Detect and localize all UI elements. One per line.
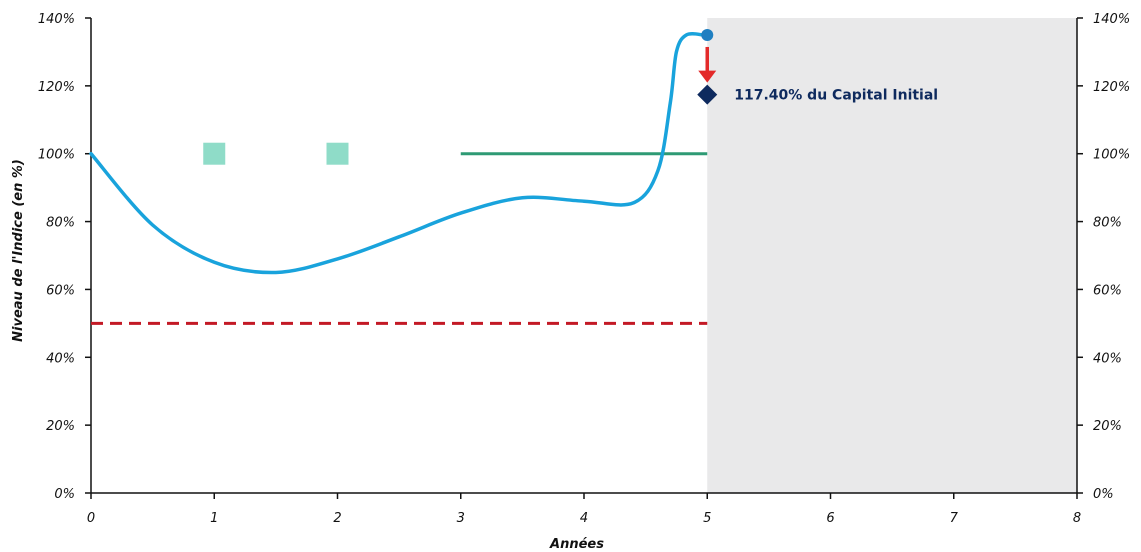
down-arrow-icon bbox=[698, 46, 717, 83]
y-tick-label-right: 40% bbox=[1093, 351, 1122, 366]
y-tick-label-right: 60% bbox=[1093, 283, 1122, 298]
x-axis-title: Années bbox=[549, 537, 604, 552]
y-tick-label-right: 120% bbox=[1093, 80, 1130, 95]
y-tick-label-left: 80% bbox=[46, 216, 75, 231]
y-tick-label-left: 20% bbox=[46, 419, 75, 434]
y-tick-label-right: 80% bbox=[1093, 216, 1122, 231]
x-tick-label: 3 bbox=[457, 511, 465, 526]
y-tick-label-left: 40% bbox=[46, 351, 75, 366]
forecast-shaded-region bbox=[707, 18, 1077, 493]
y-tick-label-left: 60% bbox=[46, 283, 75, 298]
y-tick-label-right: 20% bbox=[1093, 419, 1122, 434]
y-tick-label-left: 0% bbox=[54, 487, 75, 502]
y-tick-label-right: 100% bbox=[1093, 148, 1130, 163]
y-tick-label-left: 120% bbox=[38, 80, 75, 95]
x-tick-label: 0 bbox=[87, 511, 95, 526]
autocall-observation-marker bbox=[203, 142, 226, 165]
x-tick-label: 8 bbox=[1073, 511, 1081, 526]
y-tick-label-right: 0% bbox=[1093, 487, 1114, 502]
final-payout-diamond bbox=[697, 84, 718, 105]
y-tick-label-left: 100% bbox=[38, 148, 75, 163]
y-tick-label-left: 140% bbox=[38, 12, 75, 27]
final-index-point bbox=[701, 28, 714, 41]
y-axis-title: Niveau de l'Indice (en %) bbox=[11, 159, 26, 342]
x-tick-label: 4 bbox=[580, 511, 588, 526]
index-path-line bbox=[89, 31, 706, 275]
x-tick-label: 1 bbox=[210, 511, 218, 526]
autocall-observation-marker bbox=[326, 142, 349, 165]
x-tick-label: 6 bbox=[826, 511, 834, 526]
y-tick-label-right: 140% bbox=[1093, 12, 1130, 27]
x-tick-label: 2 bbox=[333, 511, 341, 526]
x-tick-label: 7 bbox=[950, 511, 959, 526]
x-tick-label: 5 bbox=[703, 511, 711, 526]
payout-annotation: 117.40% du Capital Initial bbox=[734, 88, 938, 104]
